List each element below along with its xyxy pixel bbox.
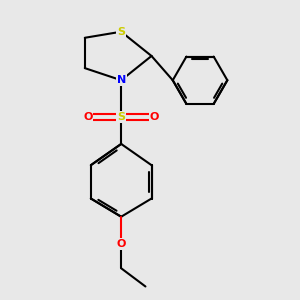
Text: O: O <box>150 112 159 122</box>
Text: S: S <box>117 27 125 37</box>
Text: O: O <box>116 239 126 249</box>
Text: O: O <box>83 112 92 122</box>
Text: N: N <box>117 75 126 85</box>
Text: S: S <box>117 112 125 122</box>
